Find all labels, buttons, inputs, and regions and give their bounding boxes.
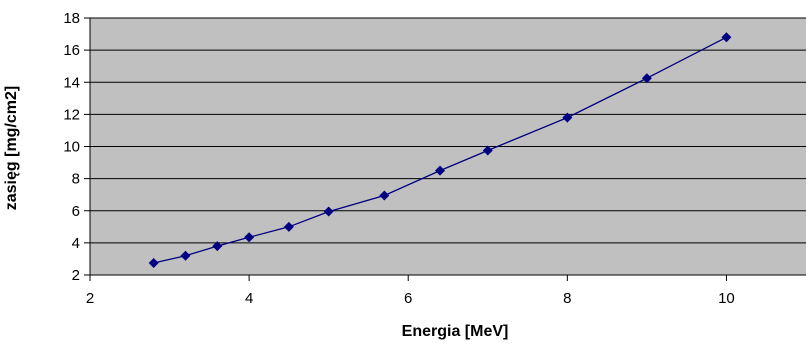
x-tick-labels: 2 4 6 8 10 [86, 290, 735, 307]
y-tick-label: 16 [63, 42, 80, 59]
x-tick-label: 2 [86, 290, 94, 307]
x-tick-label: 8 [563, 290, 571, 307]
data-point [435, 165, 446, 176]
series-line [153, 36, 727, 264]
data-point [562, 112, 573, 123]
data-point [244, 232, 255, 243]
x-tick-label: 4 [245, 290, 253, 307]
data-point [721, 32, 732, 43]
y-tick-labels: 2 4 6 8 10 12 14 16 18 [63, 10, 80, 284]
y-tick-label: 8 [72, 171, 80, 188]
y-tick-label: 12 [63, 106, 80, 123]
y-tick-label: 14 [63, 74, 80, 91]
x-tick-label: 10 [718, 290, 735, 307]
y-tick-label: 2 [72, 267, 80, 284]
data-point [379, 190, 390, 201]
data-point [148, 257, 159, 268]
data-point [283, 221, 294, 232]
data-point [323, 206, 334, 217]
x-axis-title: Energia [MeV] [402, 323, 509, 340]
x-tick-label: 6 [404, 290, 412, 307]
y-tick-label: 4 [72, 235, 80, 252]
data-point [482, 145, 493, 156]
data-point [641, 73, 652, 84]
axes [84, 17, 806, 281]
data-point [180, 250, 191, 261]
series-markers [148, 32, 732, 268]
y-tick-label: 10 [63, 139, 80, 156]
data-point [212, 241, 223, 252]
y-axis-title: zasięg [mg/cm2] [3, 86, 20, 210]
y-tick-label: 6 [72, 203, 80, 220]
y-tick-label: 18 [63, 10, 80, 27]
